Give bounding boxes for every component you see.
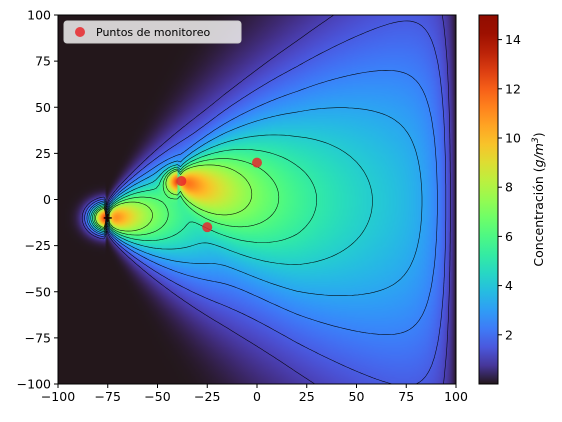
x-axis: −100 −75 −50 −25 0 25 50 75 100 [41,384,468,404]
x-tick-label: −75 [95,389,121,404]
x-tick-label: 100 [444,389,468,404]
markers-layer [103,157,262,233]
colorbar-tick-label: 2 [505,327,513,342]
contour-line [92,149,317,243]
colorbar-tick-label: 12 [505,81,521,96]
y-tick-label: −100 [17,377,51,392]
contour-line [95,164,253,232]
y-axis: −100 −75 −50 −25 0 25 50 75 100 [17,8,58,392]
y-tick-label: 0 [43,192,51,207]
y-tick-label: 75 [35,54,51,69]
y-tick-label: 100 [27,8,51,23]
source-marker [103,213,112,222]
legend-label-monitoring-points: Puntos de monitoreo [96,26,210,39]
legend-marker [75,27,85,37]
colorbar-gradient [478,14,499,385]
plot-area [58,15,456,384]
colorbar-tick-label: 8 [505,180,513,195]
contour-lines [81,15,451,384]
monitoring-point [252,157,262,168]
x-tick-label: 50 [349,389,365,404]
monitoring-point [202,222,213,233]
y-tick-label: −50 [25,284,51,299]
y-tick-label: 50 [35,100,51,115]
y-tick-label: 25 [35,146,51,161]
contour-line [86,70,438,335]
concentration-heatmap [58,15,456,384]
x-tick-label: −50 [144,389,170,404]
colorbar-ticks: 2 4 6 8 10 12 14 [498,32,521,342]
monitoring-point [176,176,187,187]
legend: Puntos de monitoreo [63,20,242,44]
colorbar-tick-label: 14 [505,32,521,47]
colorbar: 2 4 6 8 10 12 14 Concentración (g/m3) [478,14,546,385]
colorbar-tick-label: 4 [505,278,513,293]
legend-box [63,20,242,44]
contour-line [81,15,451,384]
x-tick-label: 0 [253,389,261,404]
contour-line [88,107,423,296]
colorbar-label: Concentración (g/m3) [531,132,546,266]
y-tick-label: −25 [25,238,51,253]
colorbar-tick-label: 10 [505,131,521,146]
x-tick-label: −100 [41,389,75,404]
colorbar-tick-label: 6 [505,229,513,244]
x-tick-label: 75 [398,389,414,404]
contour-line [90,134,373,265]
x-tick-label: 25 [299,389,315,404]
contour-line [84,20,447,384]
y-tick-label: −75 [25,330,51,345]
x-tick-label: −25 [194,389,220,404]
